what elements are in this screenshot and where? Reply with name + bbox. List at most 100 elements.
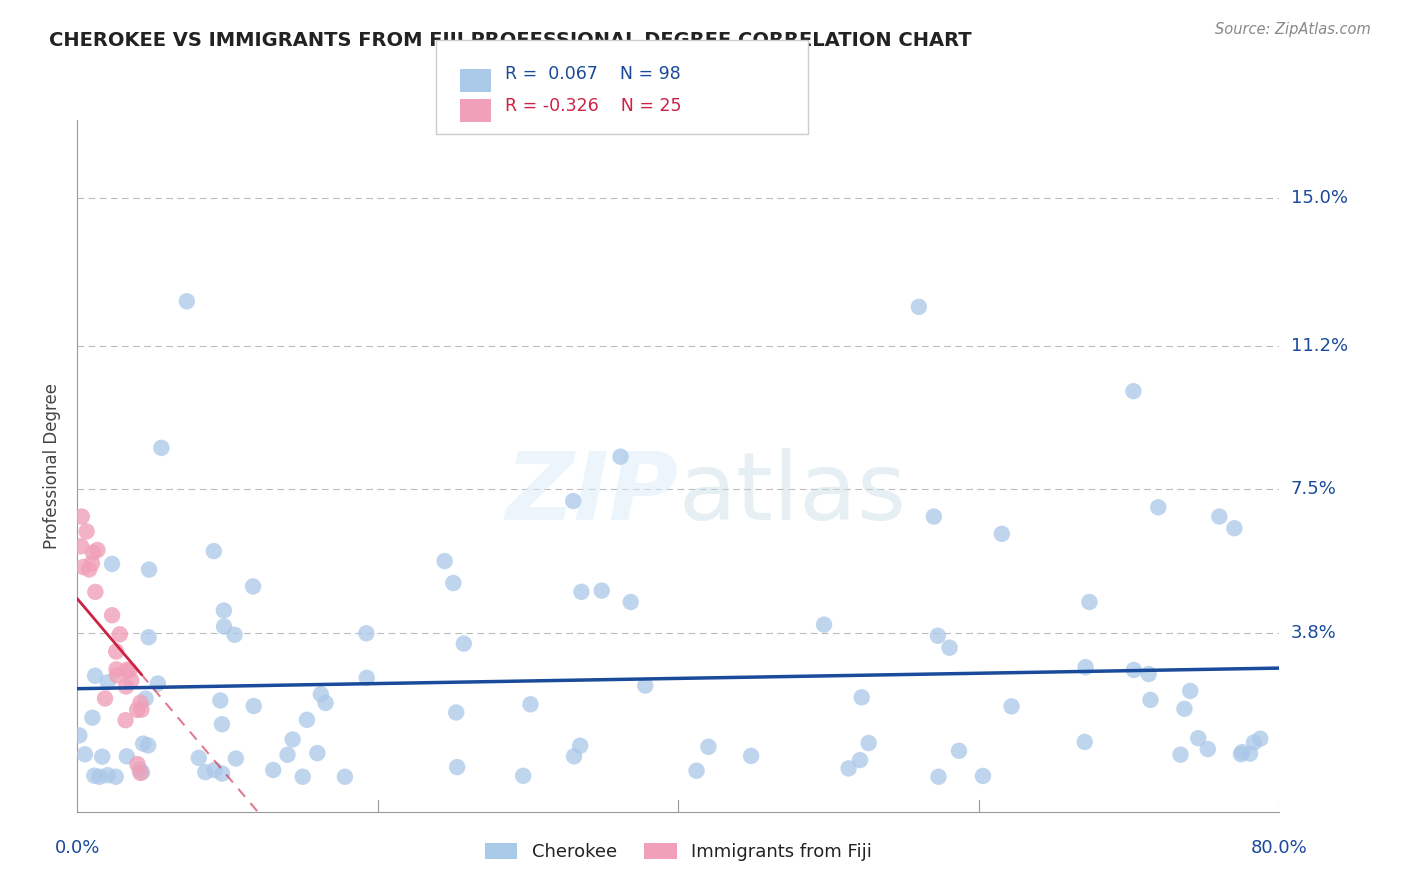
Point bbox=[105, 662, 128, 676]
Point bbox=[446, 760, 468, 774]
Point bbox=[204, 763, 226, 777]
Point bbox=[77, 562, 100, 576]
Point bbox=[838, 761, 860, 775]
Point bbox=[209, 693, 232, 707]
Point bbox=[571, 584, 593, 599]
Point bbox=[620, 595, 643, 609]
Point bbox=[131, 703, 153, 717]
Point bbox=[309, 687, 332, 701]
Point bbox=[104, 770, 127, 784]
Point bbox=[115, 663, 138, 677]
Point bbox=[84, 585, 107, 599]
Point bbox=[1139, 693, 1161, 707]
Point bbox=[991, 527, 1014, 541]
Point bbox=[858, 736, 880, 750]
Point bbox=[70, 539, 93, 553]
Point bbox=[1249, 731, 1271, 746]
Point bbox=[1180, 684, 1202, 698]
Point bbox=[1223, 521, 1246, 535]
Point bbox=[849, 753, 872, 767]
Point bbox=[242, 579, 264, 593]
Point bbox=[908, 300, 931, 314]
Point bbox=[91, 749, 114, 764]
Point bbox=[120, 673, 142, 688]
Point bbox=[150, 441, 173, 455]
Point bbox=[67, 728, 90, 742]
Point bbox=[433, 554, 456, 568]
Point bbox=[1239, 747, 1261, 761]
Point bbox=[211, 766, 233, 780]
Point bbox=[127, 703, 149, 717]
Text: atlas: atlas bbox=[679, 448, 907, 540]
Point bbox=[519, 698, 541, 712]
Point bbox=[82, 711, 104, 725]
Point bbox=[101, 557, 124, 571]
Point bbox=[225, 751, 247, 765]
Point bbox=[114, 713, 136, 727]
Point bbox=[94, 691, 117, 706]
Point bbox=[512, 769, 534, 783]
Point bbox=[108, 627, 131, 641]
Point bbox=[444, 706, 467, 720]
Point bbox=[938, 640, 960, 655]
Point bbox=[972, 769, 994, 783]
Point bbox=[80, 557, 103, 571]
Point bbox=[86, 543, 108, 558]
Point bbox=[128, 762, 150, 776]
Point bbox=[224, 628, 246, 642]
Point bbox=[242, 699, 264, 714]
Point bbox=[948, 744, 970, 758]
Point bbox=[202, 544, 225, 558]
Point bbox=[634, 679, 657, 693]
Point bbox=[115, 680, 138, 694]
Point bbox=[1137, 667, 1160, 681]
Point bbox=[135, 691, 157, 706]
Point bbox=[813, 617, 835, 632]
Point bbox=[83, 769, 105, 783]
Point bbox=[281, 732, 304, 747]
Point bbox=[89, 770, 111, 784]
Point bbox=[129, 765, 152, 780]
Point bbox=[262, 763, 284, 777]
Point bbox=[212, 603, 235, 617]
Point bbox=[212, 619, 235, 633]
Point bbox=[307, 746, 329, 760]
Point bbox=[129, 696, 152, 710]
Point bbox=[1243, 735, 1265, 749]
Point bbox=[333, 770, 356, 784]
Point bbox=[1074, 660, 1097, 674]
Point bbox=[138, 563, 160, 577]
Point bbox=[1074, 735, 1097, 749]
Point bbox=[70, 509, 93, 524]
Point bbox=[927, 770, 949, 784]
Text: 80.0%: 80.0% bbox=[1251, 839, 1308, 857]
Point bbox=[73, 747, 96, 762]
Point bbox=[356, 671, 378, 685]
Text: 7.5%: 7.5% bbox=[1291, 481, 1337, 499]
Text: 15.0%: 15.0% bbox=[1291, 189, 1347, 207]
Point bbox=[609, 450, 631, 464]
Point bbox=[1147, 500, 1170, 515]
Point bbox=[97, 675, 120, 690]
Point bbox=[277, 747, 299, 762]
Point bbox=[562, 494, 585, 508]
Point bbox=[138, 630, 160, 644]
Point bbox=[1078, 595, 1101, 609]
Point bbox=[927, 629, 949, 643]
Point bbox=[1122, 384, 1144, 399]
Text: CHEROKEE VS IMMIGRANTS FROM FIJI PROFESSIONAL DEGREE CORRELATION CHART: CHEROKEE VS IMMIGRANTS FROM FIJI PROFESS… bbox=[49, 31, 972, 50]
Point bbox=[295, 713, 318, 727]
Point bbox=[105, 644, 128, 658]
Point bbox=[453, 637, 475, 651]
Point bbox=[356, 626, 378, 640]
Point bbox=[84, 669, 107, 683]
Point bbox=[211, 717, 233, 731]
Point bbox=[1208, 509, 1230, 524]
Point bbox=[851, 690, 873, 705]
Y-axis label: Professional Degree: Professional Degree bbox=[44, 383, 62, 549]
Text: R = -0.326    N = 25: R = -0.326 N = 25 bbox=[505, 96, 682, 114]
Point bbox=[194, 765, 217, 780]
Point bbox=[1000, 699, 1022, 714]
Point bbox=[591, 583, 613, 598]
Point bbox=[115, 749, 138, 764]
